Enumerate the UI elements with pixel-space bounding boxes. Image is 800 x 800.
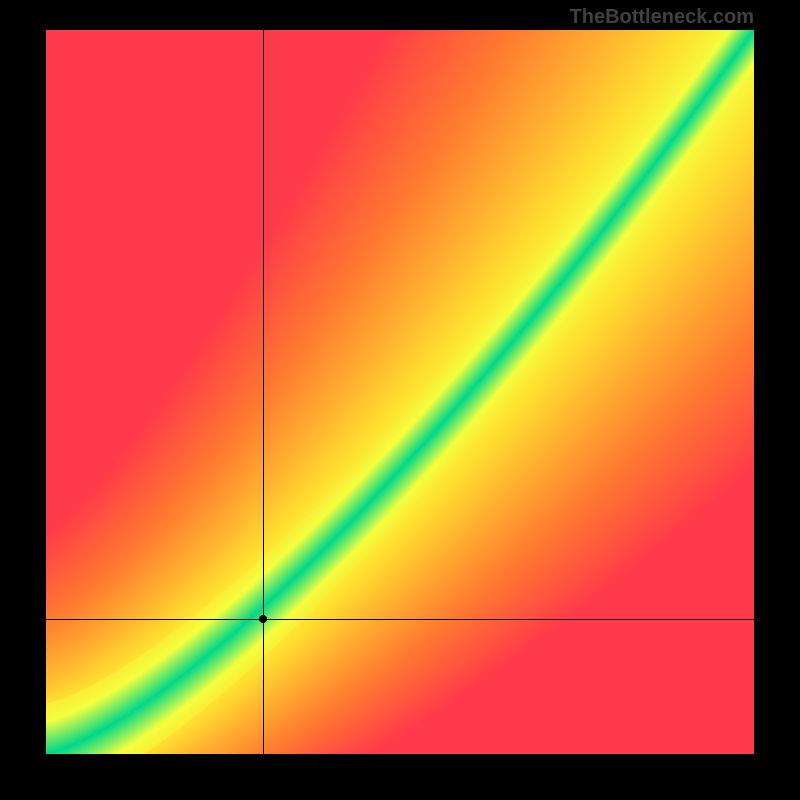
crosshair-horizontal	[46, 619, 754, 620]
bottleneck-heatmap	[46, 30, 754, 754]
crosshair-vertical	[263, 30, 264, 754]
crosshair-marker	[259, 615, 267, 623]
heatmap-canvas	[46, 30, 754, 754]
watermark-text: TheBottleneck.com	[570, 6, 754, 29]
